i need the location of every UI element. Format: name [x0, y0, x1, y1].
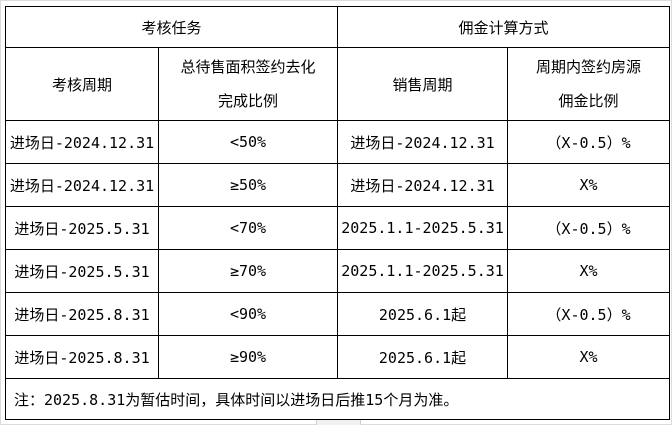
note-cell: 注：2025.8.31为暂估时间，具体时间以进场日后推15个月为准。	[4, 378, 671, 420]
table-cell-completion-ratio: <50%	[157, 120, 339, 164]
table-cell-assessment-period: 进场日-2025.8.31	[5, 335, 159, 379]
header-assessment-task: 考核任务	[4, 6, 339, 48]
table-row: 进场日-2025.5.31 ≥70% 2025.1.1-2025.5.31 X%	[5, 249, 671, 293]
table-row: 进场日-2024.12.31 <50% 进场日-2024.12.31 （X-0.…	[5, 120, 671, 164]
table-cell-assessment-period: 进场日-2025.5.31	[5, 249, 159, 293]
table-cell-completion-ratio: ≥50%	[157, 163, 339, 207]
table-cell-sales-period: 2025.6.1起	[337, 335, 509, 379]
table-cell-completion-ratio: ≥90%	[157, 335, 339, 379]
col-header-assessment-period: 考核周期	[5, 47, 159, 121]
table-cell-sales-period: 进场日-2024.12.31	[337, 120, 509, 164]
table-row: 进场日-2024.12.31 ≥50% 进场日-2024.12.31 X%	[5, 163, 671, 207]
table-row: 进场日-2025.8.31 <90% 2025.6.1起 （X-0.5）%	[5, 292, 671, 336]
table-cell-commission-rate: X%	[507, 249, 671, 293]
table-cell-sales-period: 2025.1.1-2025.5.31	[337, 249, 509, 293]
table-row: 进场日-2025.5.31 <70% 2025.1.1-2025.5.31 （X…	[5, 206, 671, 250]
table-row: 进场日-2025.8.31 ≥90% 2025.6.1起 X%	[5, 335, 671, 379]
table-cell-commission-rate: X%	[507, 163, 671, 207]
horizontal-scrollbar-thumb[interactable]	[316, 420, 361, 425]
col-header-commission-rate: 周期内签约房源 佣金比例	[507, 47, 671, 121]
table-cell-assessment-period: 进场日-2024.12.31	[5, 120, 159, 164]
table-cell-sales-period: 2025.6.1起	[337, 292, 509, 336]
table-cell-assessment-period: 进场日-2025.8.31	[5, 292, 159, 336]
table-header-row-1: 考核任务 佣金计算方式	[4, 6, 671, 48]
table-cell-assessment-period: 进场日-2025.5.31	[5, 206, 159, 250]
table-note-row: 注：2025.8.31为暂估时间，具体时间以进场日后推15个月为准。	[4, 378, 671, 420]
table-cell-completion-ratio: <90%	[157, 292, 339, 336]
table-cell-sales-period: 进场日-2024.12.31	[337, 163, 509, 207]
table-cell-commission-rate: （X-0.5）%	[507, 206, 671, 250]
commission-terms-table: 考核任务 佣金计算方式 考核周期 总待售面积签约去化 完成比例 销售周期 周期内…	[4, 6, 671, 420]
table-cell-commission-rate: X%	[507, 335, 671, 379]
table-cell-completion-ratio: ≥70%	[157, 249, 339, 293]
table-cell-commission-rate: （X-0.5）%	[507, 120, 671, 164]
table-cell-assessment-period: 进场日-2024.12.31	[5, 163, 159, 207]
table-cell-commission-rate: （X-0.5）%	[507, 292, 671, 336]
header-commission-calc-method: 佣金计算方式	[337, 6, 671, 48]
table-cell-sales-period: 2025.1.1-2025.5.31	[337, 206, 509, 250]
col-header-sales-period: 销售周期	[337, 47, 509, 121]
col-header-signing-completion-ratio: 总待售面积签约去化 完成比例	[157, 47, 339, 121]
table-cell-completion-ratio: <70%	[157, 206, 339, 250]
table-header-row-2: 考核周期 总待售面积签约去化 完成比例 销售周期 周期内签约房源 佣金比例	[5, 47, 671, 121]
